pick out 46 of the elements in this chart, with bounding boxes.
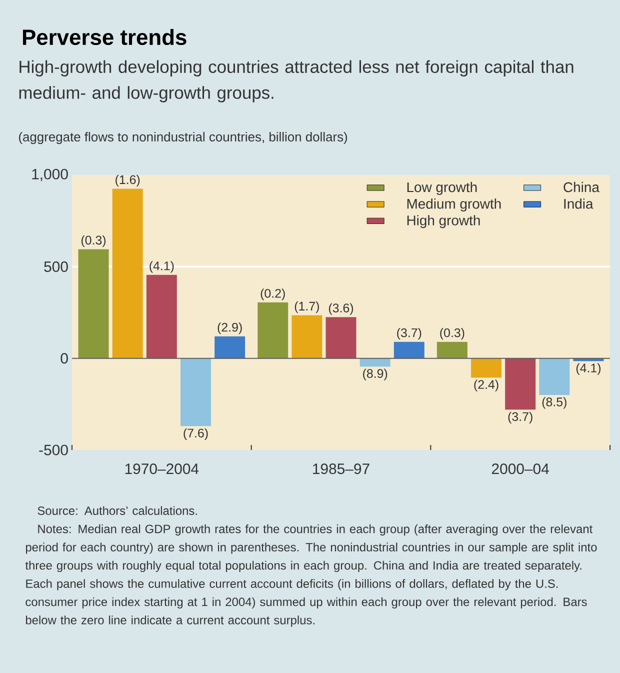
x-tick-label: 1985–97 xyxy=(313,464,370,474)
bar xyxy=(394,342,424,358)
bar xyxy=(78,249,109,358)
annotation: (0.3) xyxy=(440,328,464,340)
annotation: (2.4) xyxy=(474,380,498,392)
bar xyxy=(258,302,288,358)
bar xyxy=(180,358,211,426)
bar xyxy=(436,342,468,358)
text: (aggregate flows to nonindustrial countries, billion dollars) xyxy=(18,132,348,144)
annotation: (4.1) xyxy=(576,363,601,375)
annotation: (8.9) xyxy=(363,368,388,380)
legend-label: High growth xyxy=(407,215,480,228)
bar xyxy=(360,358,390,367)
y-tick-label: -500 xyxy=(39,444,68,456)
bar xyxy=(505,358,536,410)
annotation: (3.7) xyxy=(508,412,532,424)
chart-title: Perverse trends xyxy=(22,28,186,46)
chart-subtitle: High-growth developing countries attracted less net foreign capital than medium- and low-growth groups. xyxy=(19,60,574,102)
legend-label: China xyxy=(564,182,600,192)
bar xyxy=(214,336,246,358)
annotation: (2.9) xyxy=(218,322,242,334)
text: Notes: Median real GDP growth rates for the countries in each group (after averaging over the relevant period for each country) are shown in parentheses. The nonindustrial countries in our sample are split into three groups with roughly equal total populations in each group. China and India are treated separately. Each panel shows the cumulative current account deficits (in billions of dollars, deflated by the U.S. consumer price index starting at 1 in 2004) summed up within each group over the relevant period. Bars below the zero line indicate a current account surplus. xyxy=(25,524,597,627)
annotation: (7.6) xyxy=(184,428,208,440)
annotation: (0.3) xyxy=(81,235,106,248)
bar xyxy=(112,188,143,358)
legend-label: Low growth xyxy=(407,182,477,195)
annotation: (4.1) xyxy=(150,261,174,273)
x-tick-label: 1970–2004 xyxy=(125,464,199,474)
annotation: (0.2) xyxy=(260,288,285,300)
annotation: (3.7) xyxy=(397,328,422,340)
y-tick-label: 1,000 xyxy=(32,168,68,182)
legend-label: Medium growth xyxy=(407,198,501,212)
annotation: (3.6) xyxy=(328,303,354,315)
bar xyxy=(292,315,322,358)
annotation: (1.6) xyxy=(116,174,140,187)
y-tick-label: 500 xyxy=(44,261,68,272)
annotation: (1.7) xyxy=(294,301,319,314)
source-note: Source: Authors’ calculations. xyxy=(38,506,197,515)
bar xyxy=(146,274,177,358)
bar xyxy=(471,358,502,378)
legend-label: India xyxy=(564,198,594,209)
bar xyxy=(539,358,570,395)
bar xyxy=(326,317,356,358)
x-tick-label: 2000–04 xyxy=(492,464,549,474)
y-tick-label: 0 xyxy=(60,353,68,364)
annotation: (8.5) xyxy=(542,397,566,409)
